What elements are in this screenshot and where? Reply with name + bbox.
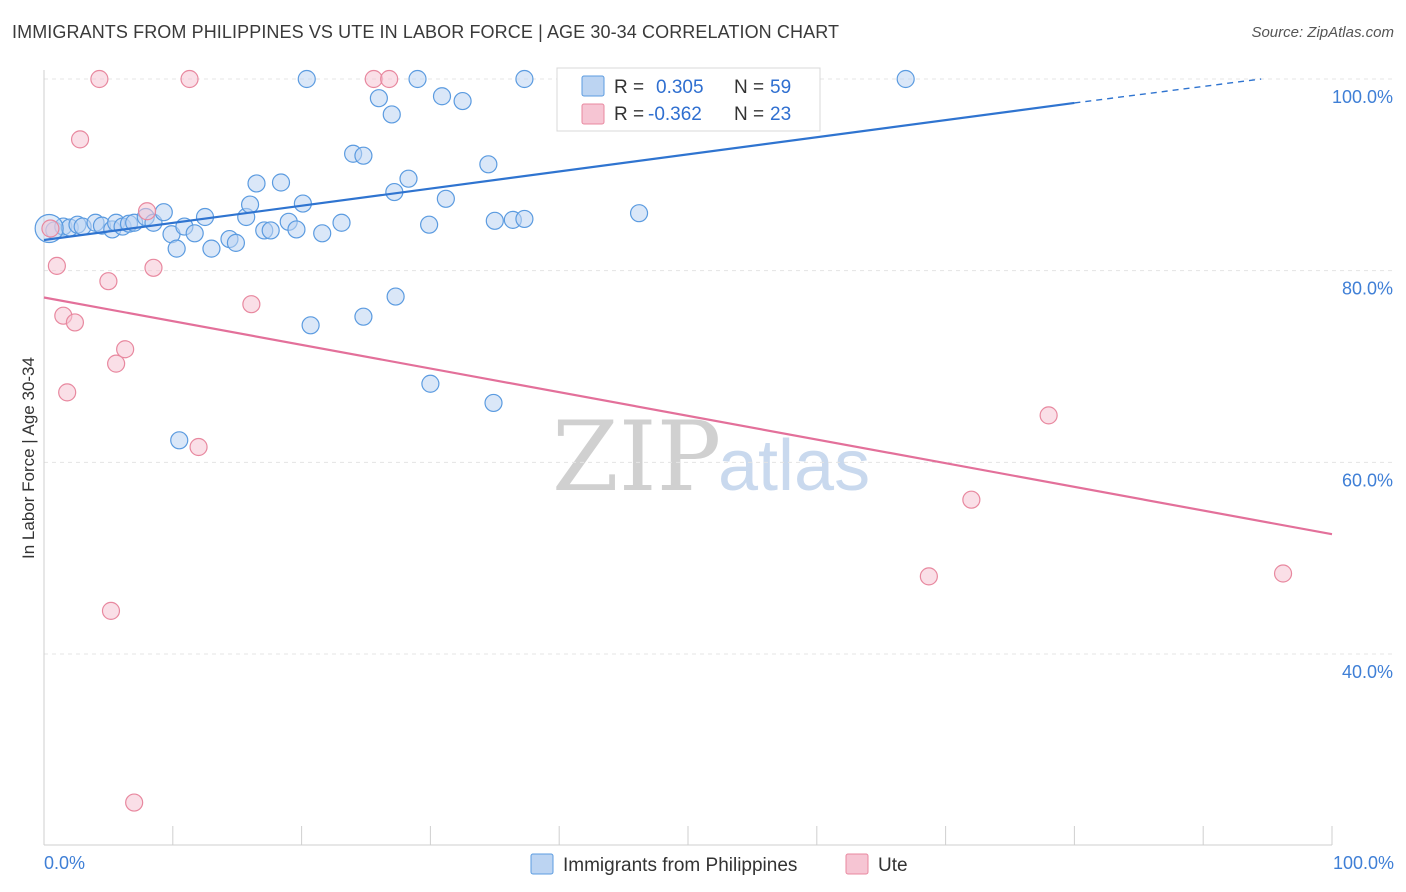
bottom-legend-swatch-pink bbox=[845, 853, 869, 875]
point-philippines bbox=[354, 307, 373, 326]
watermark-zip: ZIP bbox=[552, 401, 721, 513]
point-ute bbox=[1273, 564, 1293, 583]
point-philippines bbox=[453, 91, 472, 111]
point-ute bbox=[137, 202, 157, 221]
point-ute bbox=[380, 69, 399, 89]
point-philippines bbox=[432, 87, 452, 106]
point-philippines bbox=[185, 224, 204, 243]
point-ute bbox=[41, 219, 60, 238]
gridlines bbox=[44, 78, 1392, 655]
bottom-legend-label-philippines: Immigrants from Philippines bbox=[563, 855, 797, 876]
stats-legend: R = 0.305 N = 59 R = -0.362 N = 23 bbox=[556, 67, 821, 132]
legend-swatch-pink bbox=[581, 103, 605, 125]
point-philippines bbox=[484, 393, 503, 413]
point-philippines bbox=[515, 69, 534, 89]
bottom-legend-label-ute: Ute bbox=[878, 855, 908, 876]
x-tick-label-min: 0.0% bbox=[44, 853, 85, 873]
point-philippines bbox=[170, 431, 189, 450]
trend-line-philippines bbox=[43, 101, 1075, 242]
series-legend: Immigrants from Philippines Ute bbox=[530, 853, 908, 876]
point-philippines bbox=[167, 239, 186, 258]
point-philippines bbox=[261, 221, 280, 240]
y-tick-label: 80.0% bbox=[1342, 279, 1393, 299]
point-ute bbox=[99, 272, 118, 291]
point-philippines bbox=[202, 239, 221, 258]
y-tick-labels: 100.0% 80.0% 60.0% 40.0% bbox=[1332, 87, 1393, 682]
legend-pink-r-value: -0.362 bbox=[648, 104, 702, 125]
point-philippines bbox=[297, 69, 316, 89]
series-ute-points bbox=[41, 69, 1293, 812]
point-philippines bbox=[436, 189, 455, 208]
point-philippines bbox=[332, 213, 351, 232]
point-ute bbox=[125, 793, 144, 812]
point-philippines bbox=[479, 155, 498, 174]
legend-blue-n-value: 59 bbox=[770, 77, 791, 98]
point-ute bbox=[144, 258, 163, 277]
point-philippines bbox=[226, 233, 246, 252]
x-axis-ticks bbox=[43, 826, 1333, 845]
y-tick-label: 100.0% bbox=[1332, 87, 1393, 107]
legend-blue-n-label: N = bbox=[734, 77, 764, 98]
point-philippines bbox=[629, 204, 649, 223]
point-philippines bbox=[247, 174, 266, 193]
point-ute bbox=[90, 69, 109, 89]
point-philippines bbox=[399, 169, 418, 188]
trend-line-ute bbox=[43, 296, 1333, 536]
point-ute bbox=[65, 313, 85, 332]
legend-blue-r-label: R = bbox=[614, 77, 644, 98]
legend-swatch-blue bbox=[581, 75, 605, 97]
point-ute bbox=[364, 69, 383, 89]
point-philippines bbox=[271, 173, 291, 192]
point-philippines bbox=[369, 89, 388, 108]
point-philippines bbox=[301, 316, 320, 335]
legend-blue-r-value: 0.305 bbox=[656, 77, 704, 98]
legend-pink-r-label: R = bbox=[614, 104, 644, 125]
point-ute bbox=[180, 69, 199, 89]
point-ute bbox=[107, 354, 126, 373]
legend-pink-n-value: 23 bbox=[770, 104, 791, 125]
point-philippines bbox=[386, 287, 405, 306]
source-credit: Source: ZipAtlas.com bbox=[1251, 24, 1394, 41]
x-tick-label-max: 100.0% bbox=[1333, 853, 1394, 873]
point-philippines bbox=[154, 203, 173, 222]
watermark-atlas: atlas bbox=[718, 426, 870, 506]
point-philippines bbox=[313, 224, 332, 243]
point-ute bbox=[242, 295, 261, 314]
point-ute bbox=[70, 130, 90, 149]
point-philippines bbox=[354, 146, 373, 165]
point-philippines bbox=[896, 69, 915, 89]
chart-title: IMMIGRANTS FROM PHILIPPINES VS UTE IN LA… bbox=[12, 22, 840, 42]
point-philippines bbox=[293, 194, 312, 213]
y-tick-label: 60.0% bbox=[1342, 470, 1393, 490]
point-philippines bbox=[515, 209, 534, 229]
point-ute bbox=[189, 437, 208, 457]
y-tick-label: 40.0% bbox=[1342, 662, 1393, 682]
point-ute bbox=[101, 601, 121, 620]
trend-line-philippines-extension bbox=[1074, 78, 1262, 104]
point-ute bbox=[116, 340, 135, 359]
series-philippines-points bbox=[34, 69, 915, 450]
point-philippines bbox=[485, 211, 504, 230]
y-axis-title: In Labor Force | Age 30-34 bbox=[19, 357, 38, 559]
point-ute bbox=[962, 490, 981, 509]
legend-pink-n-label: N = bbox=[734, 104, 764, 125]
point-philippines bbox=[421, 374, 440, 393]
point-ute bbox=[1039, 406, 1058, 425]
point-philippines bbox=[420, 215, 439, 234]
point-ute bbox=[58, 383, 77, 402]
watermark: ZIP atlas bbox=[552, 401, 870, 513]
point-philippines bbox=[287, 220, 306, 239]
point-ute bbox=[47, 256, 66, 275]
trend-lines bbox=[43, 78, 1333, 536]
point-ute bbox=[919, 567, 938, 586]
point-philippines bbox=[240, 195, 260, 214]
point-philippines bbox=[382, 105, 401, 124]
point-philippines bbox=[408, 69, 427, 89]
bottom-legend-swatch-blue bbox=[530, 853, 554, 875]
